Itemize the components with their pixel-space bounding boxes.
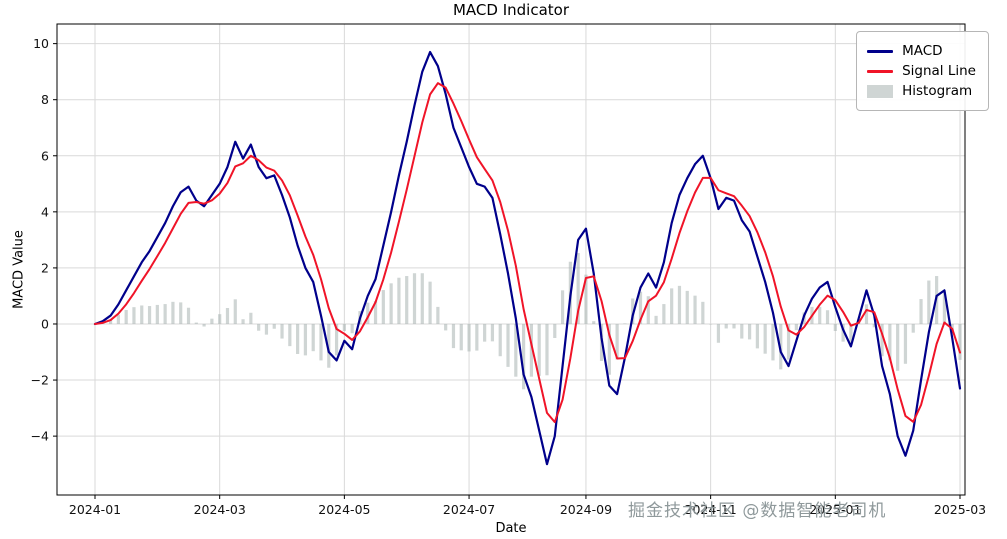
macd-line-swatch	[867, 49, 894, 53]
svg-text:2: 2	[41, 260, 49, 275]
chart-title: MACD Indicator	[452, 1, 569, 19]
legend-item-macd: MACD	[867, 43, 976, 59]
legend-label-signal: Signal Line	[902, 63, 976, 79]
svg-text:8: 8	[41, 92, 49, 107]
legend-label-histogram: Histogram	[902, 83, 973, 99]
svg-text:2025-03: 2025-03	[934, 502, 986, 517]
svg-text:2024-05: 2024-05	[318, 502, 370, 517]
legend-item-signal: Signal Line	[867, 63, 976, 79]
watermark: 掘金技术社区 @数据智能老司机	[628, 501, 887, 521]
svg-text:−2: −2	[31, 373, 49, 388]
histogram-swatch	[867, 84, 894, 98]
svg-text:4: 4	[41, 204, 49, 219]
svg-text:2025-01: 2025-01	[809, 502, 861, 517]
svg-text:2024-01: 2024-01	[69, 502, 121, 517]
svg-text:−4: −4	[31, 429, 49, 444]
svg-text:10: 10	[33, 36, 49, 51]
svg-text:2024-07: 2024-07	[443, 502, 495, 517]
legend-label-macd: MACD	[902, 43, 943, 59]
legend-item-histogram: Histogram	[867, 83, 976, 99]
svg-text:6: 6	[41, 148, 49, 163]
x-axis-label: Date	[495, 521, 527, 536]
svg-text:2024-11: 2024-11	[685, 502, 737, 517]
svg-text:2024-09: 2024-09	[560, 502, 612, 517]
signal-line-swatch	[867, 69, 894, 73]
svg-text:0: 0	[41, 316, 49, 331]
svg-text:2024-03: 2024-03	[194, 502, 246, 517]
legend: MACD Signal Line Histogram	[856, 31, 989, 111]
